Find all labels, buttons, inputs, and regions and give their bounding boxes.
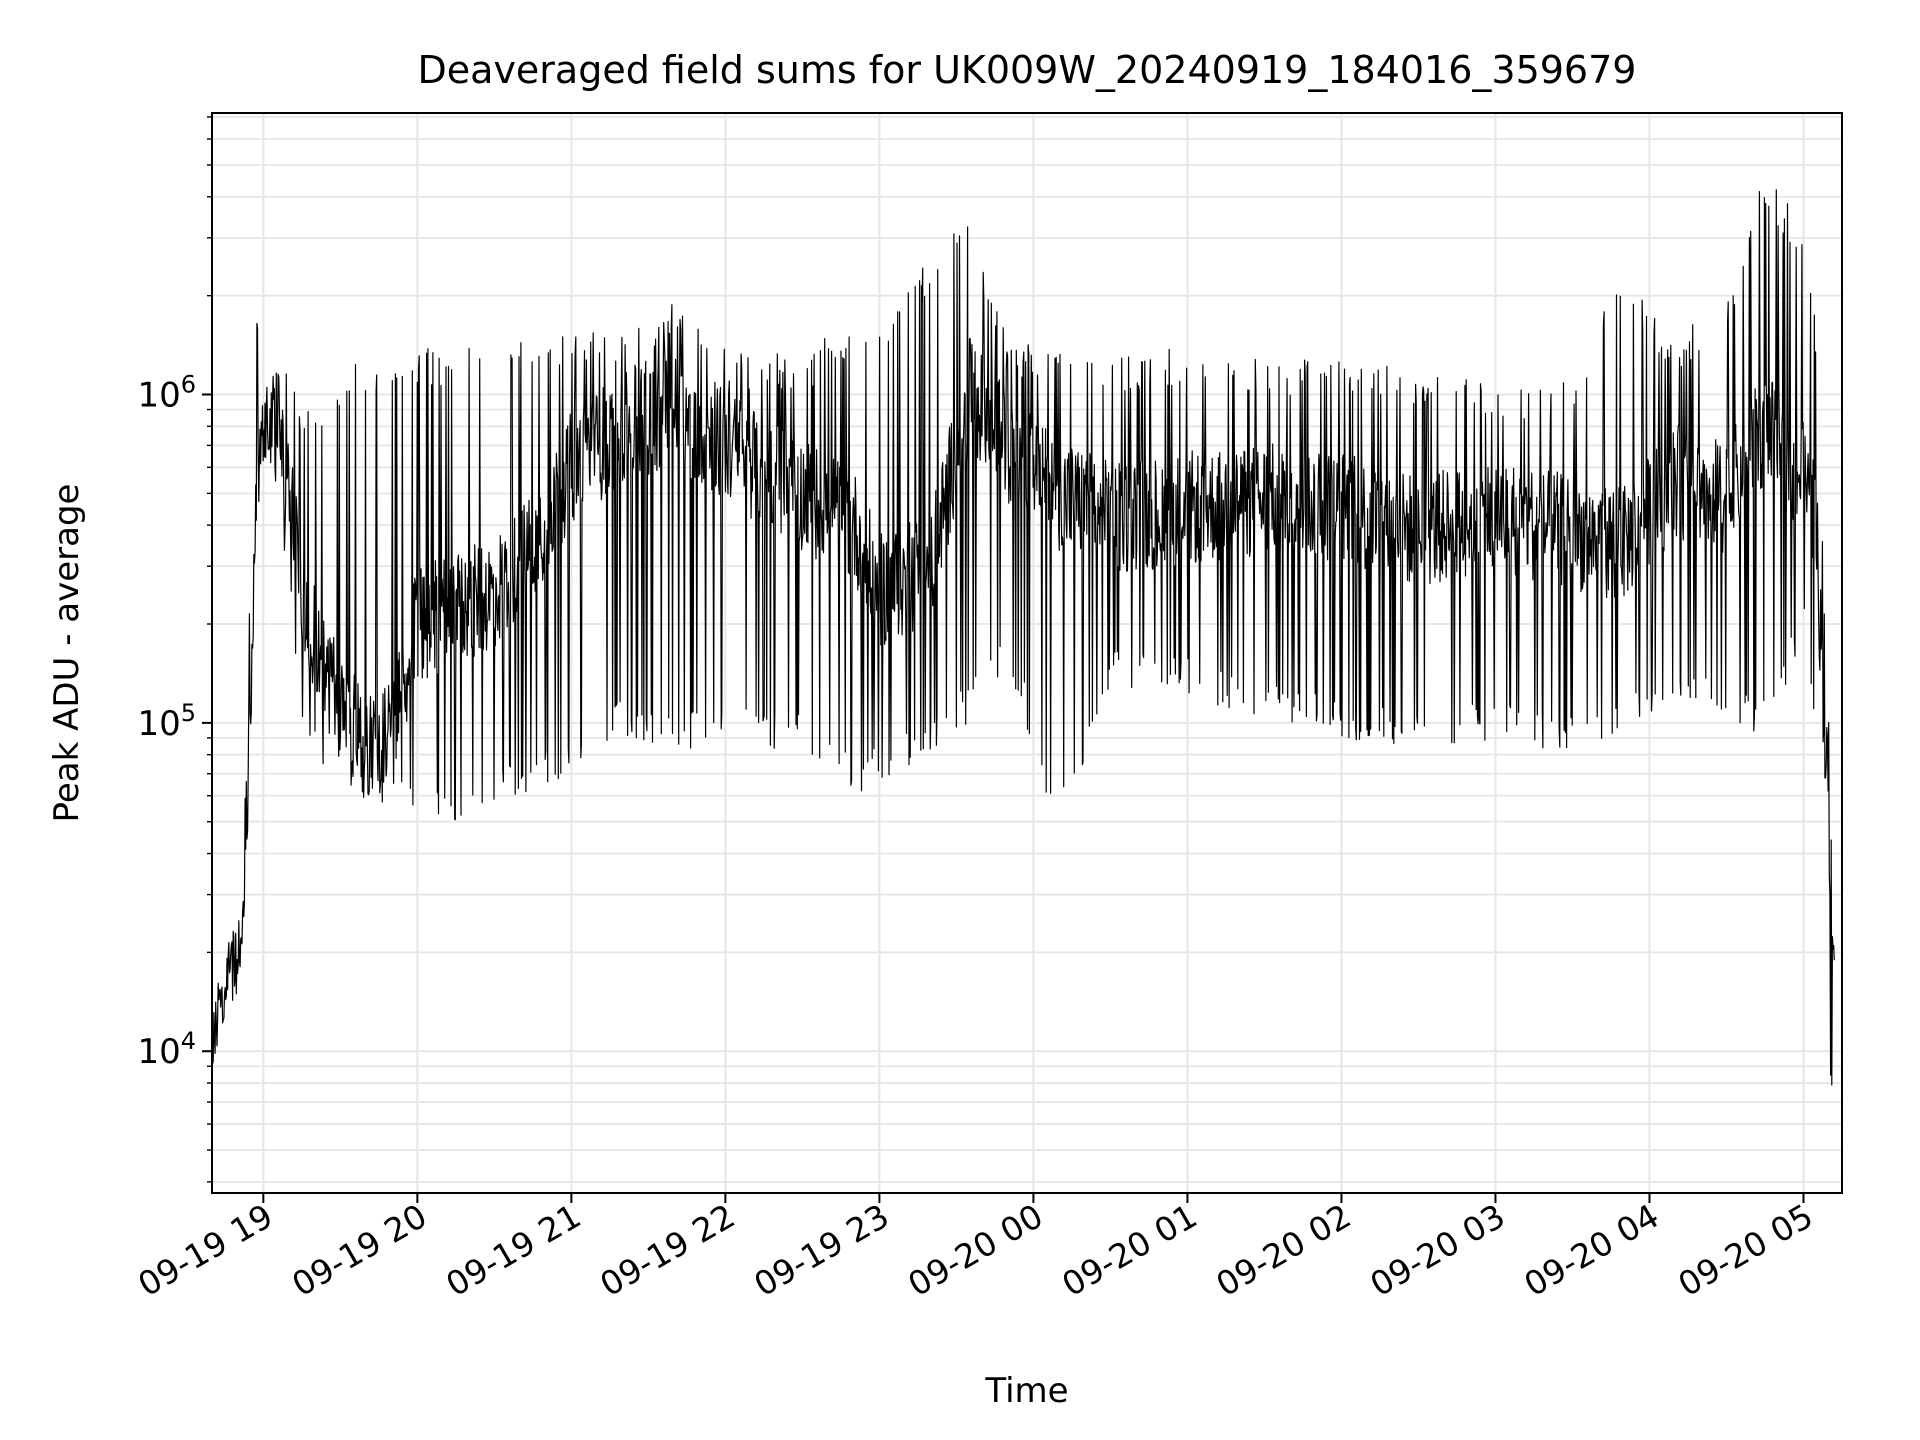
series-line — [211, 189, 1835, 1086]
y-tick-label: 104 — [137, 1027, 196, 1072]
plot-frame — [211, 112, 1843, 1194]
y-axis-label: Peak ADU - average — [47, 484, 87, 823]
chart-title: Deaveraged field sums for UK009W_2024091… — [418, 48, 1637, 92]
y-axis: 104 105 106 — [137, 116, 212, 1183]
y-tick-label: 105 — [137, 699, 196, 744]
series-layer — [211, 189, 1835, 1086]
grid — [212, 113, 1842, 1193]
x-axis-label: Time — [984, 1371, 1068, 1411]
y-tick-label: 106 — [137, 371, 196, 416]
